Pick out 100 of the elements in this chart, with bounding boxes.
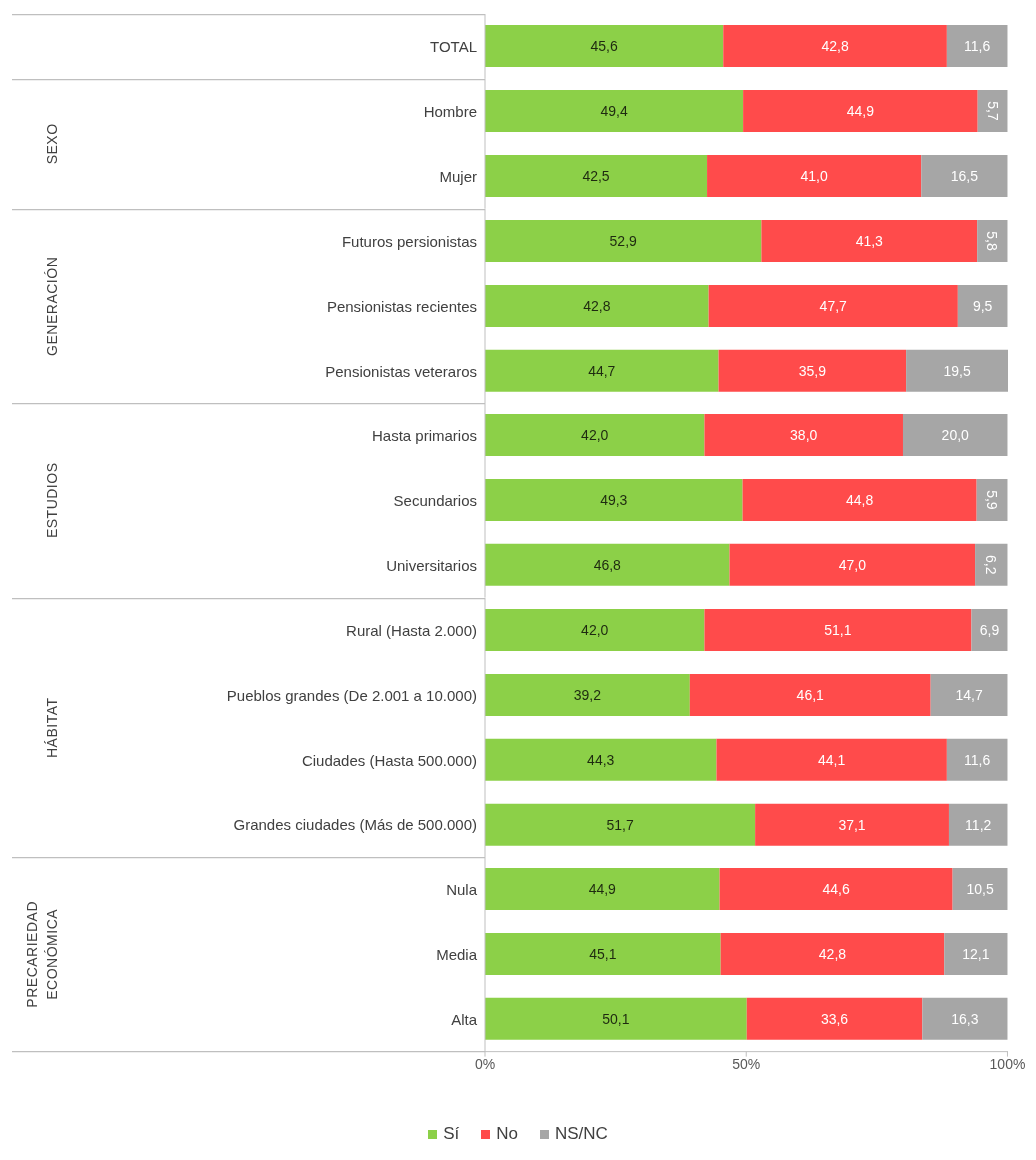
bar (729, 544, 976, 586)
data-label: 16,5 (950, 167, 979, 184)
x-tick-label: 0% (474, 1055, 496, 1072)
legend-label: No (496, 1124, 518, 1144)
data-label: 39,2 (573, 686, 602, 703)
bar (485, 349, 719, 392)
y-tick-label: Futuros persionistas (341, 232, 477, 250)
y-tick-label: TOTAL (430, 37, 477, 55)
data-label: 44,1 (818, 751, 846, 768)
bar (485, 608, 705, 651)
bar (707, 154, 922, 197)
y-tick-label: Ciudades (Hasta 500.000) (301, 751, 477, 769)
bar (718, 349, 907, 392)
bar (944, 933, 1008, 976)
data-label: 42,5 (582, 167, 610, 184)
bar (485, 544, 730, 586)
bar (716, 738, 947, 781)
bar (743, 89, 978, 132)
y-tick-label: Media (436, 946, 478, 964)
data-label: 11,2 (965, 816, 992, 833)
y-axis-title: HÁBITAT (44, 697, 60, 758)
data-label: 47,0 (838, 557, 867, 573)
data-label: 33,6 (820, 1011, 849, 1028)
y-tick-label: Secundarios (393, 491, 477, 509)
y-tick-label: Hombre (423, 102, 477, 120)
bar (930, 673, 1008, 716)
bar (485, 998, 747, 1041)
data-label: 11,6 (964, 38, 991, 54)
bar (971, 608, 1008, 651)
data-label: 42,0 (581, 427, 609, 444)
data-label: 51,7 (606, 816, 634, 833)
bar (704, 608, 972, 651)
data-label: 19,5 (943, 362, 971, 379)
data-label: 45,6 (590, 38, 618, 54)
data-label: 38,0 (790, 427, 818, 444)
bar (946, 738, 1008, 781)
bar (755, 803, 949, 846)
legend-label: NS/NC (554, 1124, 608, 1144)
x-tick-label: 100% (989, 1055, 1026, 1072)
y-tick-label: Mujer (439, 167, 477, 185)
data-label: 50,1 (602, 1011, 630, 1028)
data-label: 16,3 (951, 1011, 979, 1028)
data-label: 42,8 (818, 946, 847, 963)
data-label: 37,1 (838, 816, 866, 833)
bar (720, 933, 945, 976)
bar (906, 349, 1008, 392)
bar (977, 89, 1008, 132)
bar (485, 803, 756, 846)
legend-label: Sí (443, 1124, 460, 1144)
data-label: 42,8 (583, 297, 611, 314)
data-label: 6,2 (983, 555, 1000, 575)
y-tick-label: Nula (446, 881, 478, 899)
y-tick-label: Hasta primarios (371, 427, 477, 445)
data-label: 44,6 (822, 881, 850, 898)
bar (902, 414, 1008, 457)
y-tick-label: Grandes ciudades (Más de 500.000) (233, 816, 477, 834)
data-label: 11,6 (964, 751, 991, 768)
bar (485, 479, 743, 522)
data-label: 47,7 (819, 297, 848, 314)
bar (746, 998, 923, 1041)
data-label: 41,0 (800, 167, 828, 184)
data-label: 14,7 (955, 686, 983, 703)
data-label: 9,5 (972, 297, 993, 314)
data-label: 12,1 (962, 946, 990, 963)
bar (948, 803, 1008, 846)
y-axis-title: SEXO (44, 123, 60, 165)
data-label: 41,3 (855, 232, 884, 249)
bar (761, 219, 978, 262)
data-label: 5,8 (984, 230, 1001, 251)
data-label: 44,9 (588, 881, 617, 898)
bar (485, 89, 744, 132)
bar (742, 479, 977, 522)
bar (975, 544, 1008, 586)
data-label: 44,7 (588, 362, 616, 379)
bar (957, 284, 1008, 327)
bar (485, 414, 705, 457)
data-label: 45,1 (589, 946, 617, 963)
data-label: 42,8 (821, 38, 849, 54)
data-label: 46,1 (796, 686, 825, 703)
bar (708, 284, 958, 327)
bar (485, 284, 709, 327)
bar (485, 738, 717, 781)
y-axis-title: PRECARIEDAD ECONÓMICA (24, 901, 60, 1009)
y-tick-label: Rural (Hasta 2.000) (346, 621, 477, 639)
y-tick-label: Pensionistas veteraros (325, 362, 477, 380)
data-label: 42,0 (581, 621, 609, 638)
y-tick-label: Pensionistas recientes (326, 297, 477, 315)
data-label: 20,0 (941, 427, 970, 444)
data-label: 49,4 (600, 102, 628, 119)
bar (689, 673, 931, 716)
data-label: 46,8 (593, 557, 622, 573)
data-label: 6,9 (979, 621, 1000, 638)
y-tick-label: Alta (451, 1010, 478, 1028)
data-label: 44,3 (587, 751, 615, 768)
data-label: 5,7 (984, 101, 1001, 121)
data-label: 44,8 (845, 492, 874, 509)
y-axis-title: GENERACIÓN (44, 256, 60, 356)
bar (921, 154, 1008, 197)
y-tick-label: Universitarios (386, 556, 477, 574)
data-label: 52,9 (609, 232, 638, 249)
